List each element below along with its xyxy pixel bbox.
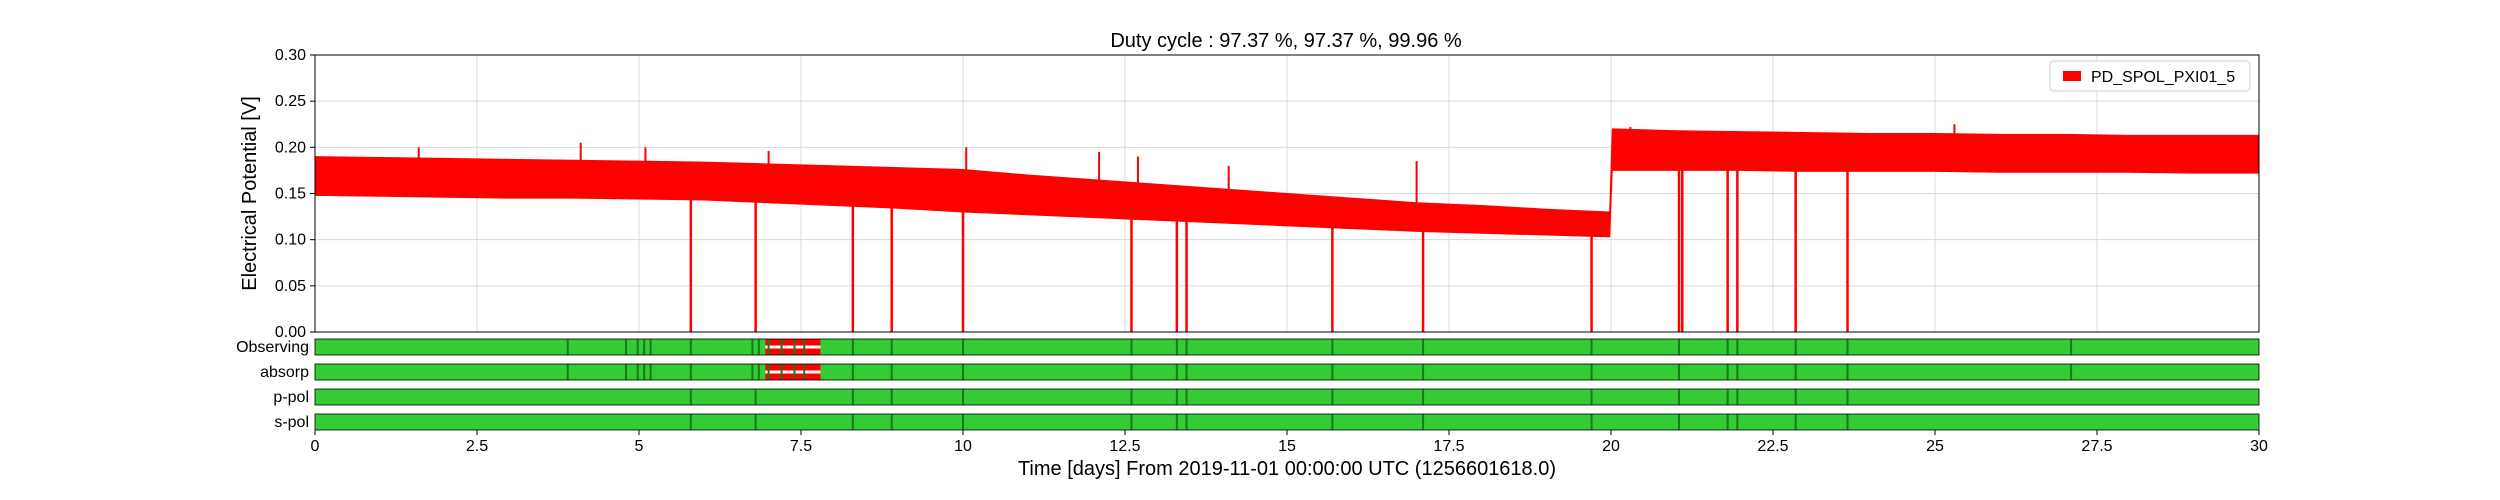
chart-title: Duty cycle : 97.37 %, 97.37 %, 99.96 %	[1110, 30, 1462, 52]
main-plot: 0.00 0.05 0.10 0.15 0.20 0.25 0.30	[275, 47, 2260, 341]
x-tick-label: 5	[635, 438, 644, 455]
x-tick-label: 25	[1926, 438, 1944, 455]
state-bar-active	[315, 339, 2259, 355]
y-tick-label: 0.10	[275, 232, 306, 249]
state-bar-frame	[314, 388, 2260, 406]
state-bar-s-pol: s-pol	[274, 413, 2260, 431]
legend-box	[2049, 60, 2251, 92]
state-bar-active	[315, 414, 2259, 430]
x-tick-label: 7.5	[790, 438, 812, 455]
x-axis-label: Time [days] From 2019-11-01 00:00:00 UTC…	[1018, 458, 1556, 480]
x-tick-label: 15	[1278, 438, 1296, 455]
x-tick-label: 2.5	[466, 438, 488, 455]
y-axis-label: Electrical Potential [V]	[239, 96, 261, 291]
x-tick-label: 12.5	[1109, 438, 1140, 455]
state-bar-observing: Observing	[236, 338, 2260, 356]
y-tick-label: 0.00	[275, 324, 306, 341]
state-bar-absorp: absorp	[260, 363, 2260, 381]
y-tick-label: 0.15	[275, 186, 306, 203]
state-bar-inactive-stripe	[765, 370, 821, 374]
legend: PD_SPOL_PXI01_5	[2049, 60, 2251, 92]
x-tick-label: 20	[1602, 438, 1620, 455]
state-bar-frame	[314, 363, 2260, 381]
y-tick-label: 0.20	[275, 139, 306, 156]
state-bar-label: s-pol	[274, 414, 309, 431]
series-layer	[314, 124, 2260, 332]
x-axis-ticks: 0 2.5 5 7.5 10 12.5 15 17.5 20 22.5 25 27.5 30	[311, 430, 2268, 455]
y-tick-label: 0.25	[275, 93, 306, 110]
y-tick-label: 0.30	[275, 47, 306, 64]
state-bar-label: p-pol	[273, 389, 309, 406]
y-tick-label: 0.05	[275, 278, 306, 295]
state-bar-label: absorp	[260, 364, 309, 381]
legend-label: PD_SPOL_PXI01_5	[2091, 69, 2235, 86]
x-tick-label: 10	[954, 438, 972, 455]
x-tick-label: 22.5	[1757, 438, 1788, 455]
state-bar-label: Observing	[236, 339, 309, 356]
x-tick-label: 0	[311, 438, 320, 455]
state-bars: Observing absorp p-pol s-pol	[236, 338, 2260, 431]
state-bar-frame	[314, 338, 2260, 356]
state-bar-active	[315, 364, 2259, 380]
state-bar-p-pol: p-pol	[273, 388, 2260, 406]
x-tick-label: 17.5	[1433, 438, 1464, 455]
y-axis-ticks: 0.00 0.05 0.10 0.15 0.20 0.25 0.30	[275, 47, 315, 341]
x-tick-label: 27.5	[2081, 438, 2112, 455]
x-tick-label: 30	[2250, 438, 2268, 455]
legend-swatch	[2063, 71, 2081, 81]
state-bar-active	[315, 389, 2259, 405]
state-bar-inactive-stripe	[765, 345, 821, 349]
